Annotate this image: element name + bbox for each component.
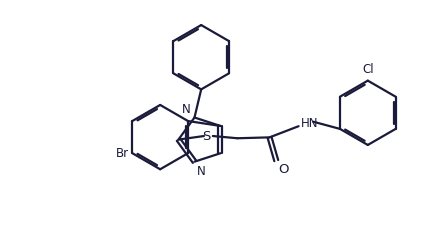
Text: HN: HN	[301, 117, 319, 130]
Text: O: O	[279, 163, 289, 176]
Text: N: N	[182, 103, 191, 116]
Text: N: N	[197, 165, 206, 178]
Text: Cl: Cl	[362, 63, 374, 76]
Text: Br: Br	[116, 147, 129, 160]
Text: S: S	[202, 130, 210, 142]
